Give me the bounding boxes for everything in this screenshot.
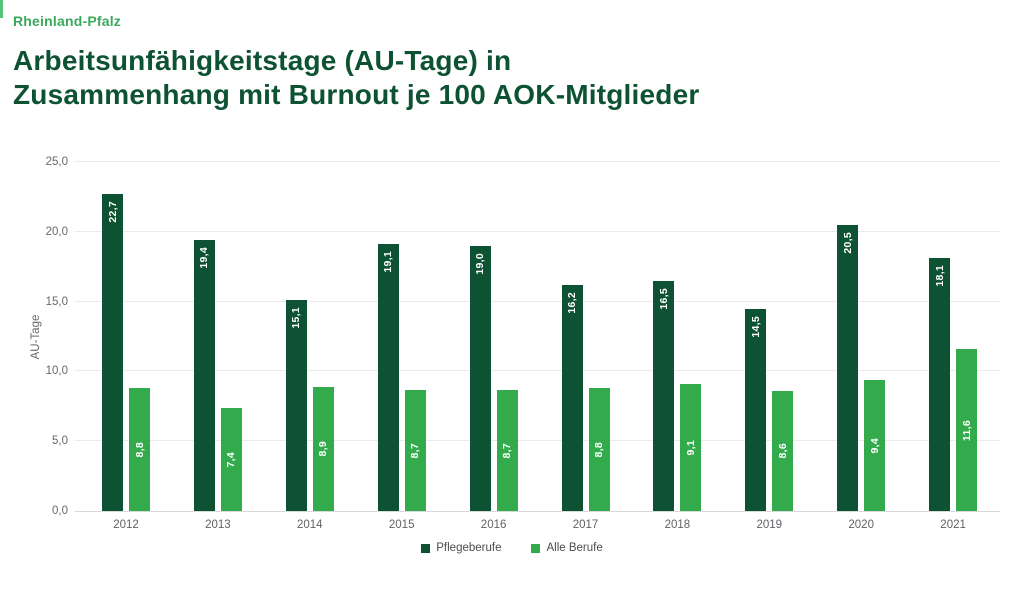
bar-pflegeberufe-2017: 16,2 [561, 284, 583, 511]
gridline [75, 440, 1000, 442]
legend-item-alle-berufe: Alle Berufe [531, 542, 603, 554]
bar-value-label: 8,8 [593, 441, 605, 458]
x-axis-tick-label: 2014 [297, 519, 323, 531]
gridline [75, 300, 1000, 302]
bar-pflegeberufe-2020: 20,5 [837, 224, 859, 511]
bar-value-label: 8,6 [776, 443, 789, 459]
bar-group-2019: 14,5 8,6 [745, 308, 794, 511]
bar-value-label: 19,4 [198, 247, 211, 269]
bar-group-2015: 19,1 8,7 [377, 244, 426, 511]
bar-value-label: 19,0 [474, 252, 487, 275]
bar-value-label: 9,4 [868, 437, 881, 454]
bar-alle-berufe-2012: 8,8 [129, 388, 150, 511]
bar-value-label: 8,9 [317, 441, 330, 457]
bar-alle-berufe-2015: 8,7 [404, 389, 426, 511]
bar-value-label: 11,6 [960, 419, 973, 441]
gridline [75, 161, 1000, 162]
bar-value-label: 20,5 [841, 231, 854, 254]
x-axis-tick-label: 2018 [664, 519, 691, 531]
bar-alle-berufe-2013: 7,4 [220, 407, 242, 511]
gridline [75, 370, 1000, 372]
legend-swatch [531, 543, 541, 553]
bar-pflegeberufe-2014: 15,1 [285, 300, 307, 511]
y-axis-tick-label: 15,0 [45, 295, 68, 308]
bar-group-2021: 18,1 11,6 [929, 258, 978, 511]
gridline [75, 230, 1000, 232]
y-axis-tick-label: 25,0 [45, 156, 68, 168]
chart-legend: Pflegeberufe Alle Berufe [0, 542, 1024, 554]
bar-alle-berufe-2021: 11,6 [956, 349, 978, 511]
y-axis-tick-label: 20,0 [45, 225, 68, 238]
page-title: Arbeitsunfähigkeitstage (AU-Tage) in Zus… [13, 44, 699, 112]
bar-group-2020: 20,5 9,4 [837, 224, 886, 511]
legend-swatch [421, 543, 431, 553]
x-axis-tick-label: 2015 [388, 519, 415, 531]
bar-pflegeberufe-2018: 16,5 [653, 280, 675, 511]
plot-area: 22,7 8,8 19,4 7,4 15,1 8,9 19,1 8,7 19,0 8,7 16,2 8… [75, 161, 1000, 512]
bar-value-label: 16,5 [657, 287, 670, 310]
bar-alle-berufe-2019: 8,6 [772, 390, 794, 511]
x-axis-tick-label: 2017 [572, 519, 599, 531]
bar-pflegeberufe-2015: 19,1 [377, 244, 399, 511]
bar-group-2017: 16,2 8,8 [561, 284, 610, 511]
bar-pflegeberufe-2016: 19,0 [469, 245, 491, 511]
bar-alle-berufe-2017: 8,8 [588, 388, 610, 511]
bar-value-label: 9,1 [684, 439, 697, 456]
y-axis-tick-label: 5,0 [52, 435, 68, 448]
legend-label: Alle Berufe [546, 542, 603, 554]
bar-group-2018: 16,5 9,1 [653, 280, 702, 511]
region-label: Rheinland-Pfalz [13, 13, 122, 29]
bar-value-label: 14,5 [749, 315, 762, 338]
bar-value-label: 15,1 [290, 307, 303, 329]
page-title-line1: Arbeitsunfähigkeitstage (AU-Tage) in [13, 45, 512, 76]
bar-value-label: 8,8 [133, 441, 146, 458]
bar-group-2016: 19,0 8,7 [469, 245, 518, 511]
y-axis-label: AU-Tage [30, 314, 42, 360]
bar-value-label: 18,1 [933, 265, 946, 287]
bar-alle-berufe-2018: 9,1 [680, 383, 702, 511]
page-edge-accent [0, 0, 3, 18]
y-axis-tick-label: 10,0 [45, 365, 68, 378]
bar-value-label: 7,4 [225, 451, 238, 468]
bar-alle-berufe-2020: 9,4 [864, 379, 886, 511]
bar-group-2012: 22,7 8,8 [102, 194, 150, 511]
x-axis-tick-label: 2020 [848, 519, 874, 531]
bar-value-label: 16,2 [566, 291, 578, 314]
bar-group-2014: 15,1 8,9 [285, 300, 334, 511]
y-axis-tick-label: 0,0 [52, 505, 68, 517]
bar-group-2013: 19,4 7,4 [193, 240, 242, 511]
bar-pflegeberufe-2021: 18,1 [929, 258, 951, 511]
bar-value-label: 8,7 [409, 442, 422, 459]
legend-label: Pflegeberufe [436, 542, 502, 554]
page-title-line2: Zusammenhang mit Burnout je 100 AOK-Mitg… [13, 79, 700, 110]
bar-value-label: 8,7 [501, 442, 514, 459]
x-axis-tick-label: 2016 [480, 519, 507, 531]
x-axis-tick-label: 2019 [756, 519, 783, 531]
bar-pflegeberufe-2019: 14,5 [745, 308, 767, 511]
x-axis-tick-label: 2021 [940, 519, 966, 531]
legend-item-pflegeberufe: Pflegeberufe [421, 542, 501, 554]
bar-chart: AU-Tage 22,7 8,8 19,4 7,4 15,1 8,9 19,1 8,7 19,0… [0, 140, 1024, 580]
x-axis-tick-label: 2012 [113, 519, 139, 531]
x-axis-tick-label: 2013 [205, 519, 231, 531]
bar-pflegeberufe-2012: 22,7 [102, 194, 123, 511]
bar-pflegeberufe-2013: 19,4 [193, 240, 215, 511]
bar-alle-berufe-2014: 8,9 [312, 386, 334, 511]
bar-value-label: 22,7 [106, 201, 119, 223]
bar-value-label: 19,1 [382, 251, 395, 274]
bar-alle-berufe-2016: 8,7 [496, 389, 518, 511]
